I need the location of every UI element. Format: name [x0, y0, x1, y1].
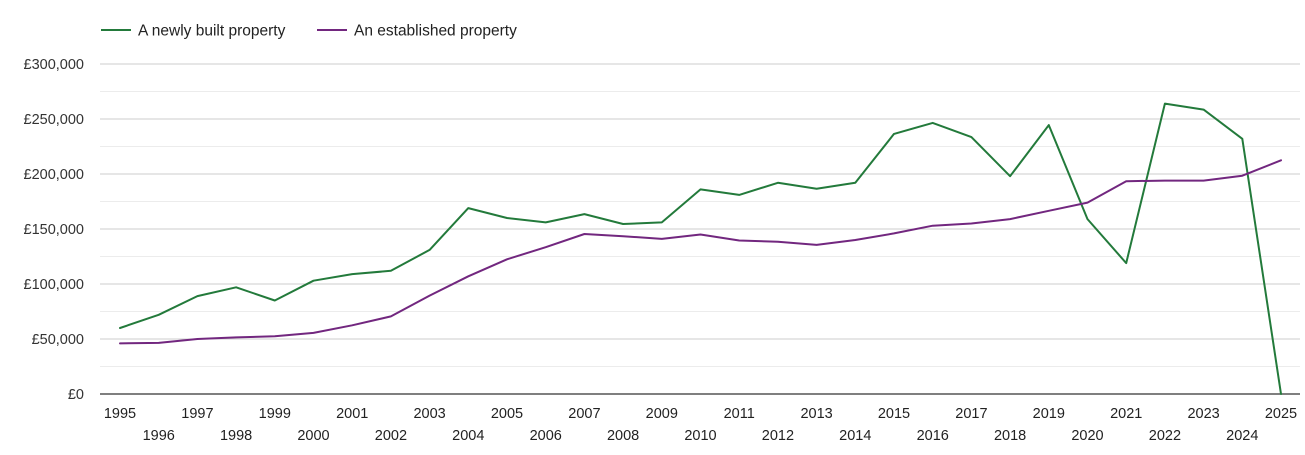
x-axis-labels: 1995 1996 1997 1998 1999 2000 2001 2002 2003 2004…	[104, 406, 1297, 444]
legend: A newly built property An established pro…	[101, 23, 517, 40]
legend-label: A newly built property	[138, 23, 286, 40]
x-tick-label: 2014	[839, 428, 871, 444]
x-tick-label: 2009	[646, 406, 678, 422]
legend-item: An established property	[317, 23, 517, 40]
x-tick-label: 2007	[568, 406, 600, 422]
y-tick-label: £0	[68, 387, 84, 403]
x-tick-label: 2013	[800, 406, 832, 422]
x-tick-label: 2012	[762, 428, 794, 444]
x-tick-label: 2022	[1149, 428, 1181, 444]
y-tick-label: £300,000	[24, 57, 84, 73]
y-tick-label: £100,000	[24, 277, 84, 293]
x-tick-label: 2006	[530, 428, 562, 444]
x-tick-label: 2023	[1187, 406, 1219, 422]
x-tick-label: 2011	[724, 406, 755, 422]
x-tick-label: 2024	[1226, 428, 1258, 444]
y-tick-label: £250,000	[24, 112, 84, 128]
x-tick-label: 2010	[684, 428, 716, 444]
x-tick-label: 2021	[1110, 406, 1142, 422]
x-tick-label: 2008	[607, 428, 639, 444]
series-lines	[119, 102, 1282, 395]
y-tick-label: £150,000	[24, 222, 84, 238]
x-tick-label: 1997	[181, 406, 213, 422]
x-tick-label: 2004	[452, 428, 484, 444]
x-tick-label: 2005	[491, 406, 523, 422]
x-tick-label: 2025	[1265, 406, 1297, 422]
x-tick-label: 2016	[917, 428, 949, 444]
x-tick-label: 1998	[220, 428, 252, 444]
major-grid	[100, 63, 1300, 395]
legend-item: A newly built property	[101, 23, 286, 40]
series-line-new-build	[119, 102, 1282, 395]
y-tick-label: £50,000	[32, 332, 84, 348]
legend-label: An established property	[354, 23, 517, 40]
x-tick-label: 2018	[994, 428, 1026, 444]
x-tick-label: 2003	[413, 406, 445, 422]
x-tick-label: 1996	[143, 428, 175, 444]
x-tick-label: 2001	[336, 406, 368, 422]
x-tick-label: 2002	[375, 428, 407, 444]
series-line-established	[119, 159, 1282, 345]
y-tick-label: £200,000	[24, 167, 84, 183]
x-tick-label: 2000	[297, 428, 329, 444]
x-tick-label: 2015	[878, 406, 910, 422]
x-tick-label: 2020	[1071, 428, 1103, 444]
x-tick-label: 1999	[259, 406, 291, 422]
y-axis-labels: £0 £50,000 £100,000 £150,000 £200,000 £250,00…	[24, 57, 84, 403]
x-tick-label: 2019	[1033, 406, 1065, 422]
x-tick-label: 2017	[955, 406, 987, 422]
x-tick-label: 1995	[104, 406, 136, 422]
minor-grid	[100, 91, 1300, 367]
